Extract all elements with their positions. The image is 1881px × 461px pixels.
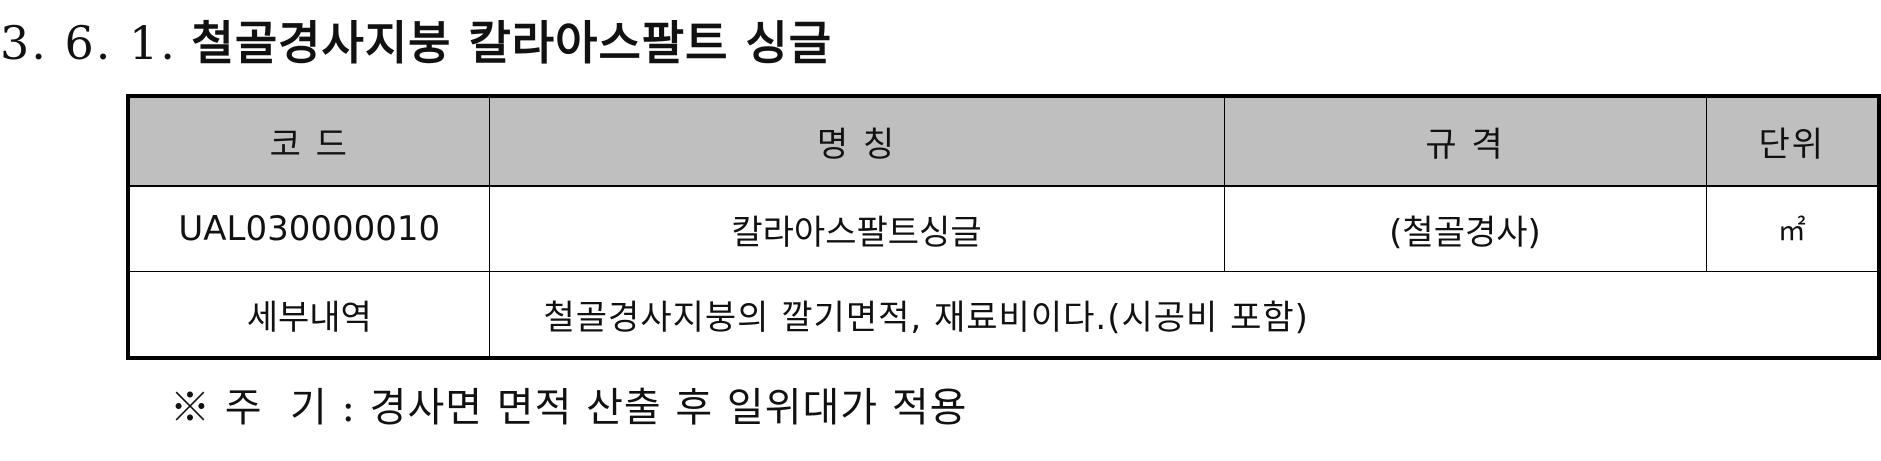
header-name: 명 칭 xyxy=(488,95,1225,187)
table-row: UAL030000010 칼라아스팔트싱글 (철골경사) ㎡ xyxy=(127,185,1880,272)
section-heading: 3. 6. 1. 철골경사지붕 칼라아스팔트 싱글 xyxy=(0,8,832,78)
footnote: ※ 주 기 : 경사면 면적 산출 후 일위대가 적용 xyxy=(170,385,968,431)
detail-value: 철골경사지붕의 깔기면적, 재료비이다.(시공비 포함) xyxy=(488,271,1880,359)
header-code: 코 드 xyxy=(127,95,490,187)
spec-table: 코 드 명 칭 규 격 단위 UAL030000010 칼라아스팔트싱글 (철골… xyxy=(126,94,1881,360)
cell-name: 칼라아스팔트싱글 xyxy=(488,185,1225,272)
detail-row: 세부내역 철골경사지붕의 깔기면적, 재료비이다.(시공비 포함) xyxy=(127,271,1880,359)
header-spec: 규 격 xyxy=(1223,95,1707,187)
cell-spec: (철골경사) xyxy=(1223,185,1707,272)
cell-code: UAL030000010 xyxy=(127,185,490,272)
section-number: 3. 6. 1. xyxy=(0,16,177,70)
detail-label: 세부내역 xyxy=(127,271,490,359)
header-unit: 단위 xyxy=(1705,95,1880,187)
section-title: 철골경사지붕 칼라아스팔트 싱글 xyxy=(191,16,833,70)
cell-unit: ㎡ xyxy=(1705,185,1880,272)
table-header-row: 코 드 명 칭 규 격 단위 xyxy=(127,95,1880,187)
